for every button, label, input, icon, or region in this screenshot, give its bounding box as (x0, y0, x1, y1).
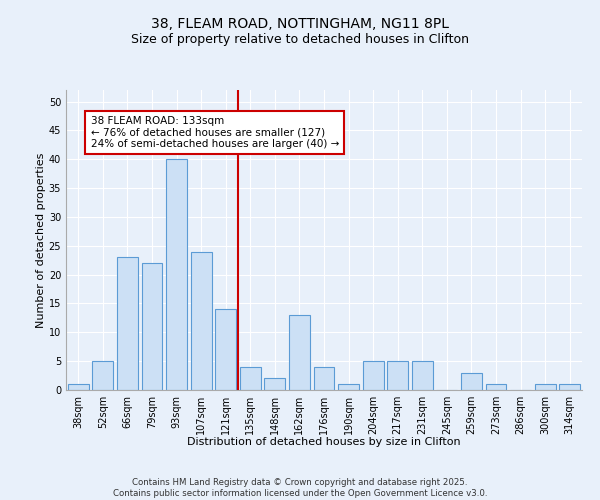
Bar (338, 384, 359, 390)
Bar (535, 384, 556, 390)
Bar (362, 361, 383, 390)
Bar (387, 361, 408, 390)
Bar (68, 384, 89, 390)
Bar (289, 315, 310, 390)
Bar (92, 361, 113, 390)
Bar (240, 367, 261, 390)
Bar (166, 159, 187, 390)
Bar (314, 367, 334, 390)
Bar (142, 263, 163, 390)
Bar (117, 258, 138, 390)
Text: 38, FLEAM ROAD, NOTTINGHAM, NG11 8PL: 38, FLEAM ROAD, NOTTINGHAM, NG11 8PL (151, 18, 449, 32)
Bar (265, 378, 286, 390)
Bar (215, 309, 236, 390)
X-axis label: Distribution of detached houses by size in Clifton: Distribution of detached houses by size … (187, 437, 461, 447)
Bar (412, 361, 433, 390)
Text: 38 FLEAM ROAD: 133sqm
← 76% of detached houses are smaller (127)
24% of semi-det: 38 FLEAM ROAD: 133sqm ← 76% of detached … (91, 116, 339, 149)
Bar (559, 384, 580, 390)
Text: Contains HM Land Registry data © Crown copyright and database right 2025.
Contai: Contains HM Land Registry data © Crown c… (113, 478, 487, 498)
Bar (191, 252, 212, 390)
Text: Size of property relative to detached houses in Clifton: Size of property relative to detached ho… (131, 32, 469, 46)
Bar (461, 372, 482, 390)
Y-axis label: Number of detached properties: Number of detached properties (36, 152, 46, 328)
Bar (485, 384, 506, 390)
